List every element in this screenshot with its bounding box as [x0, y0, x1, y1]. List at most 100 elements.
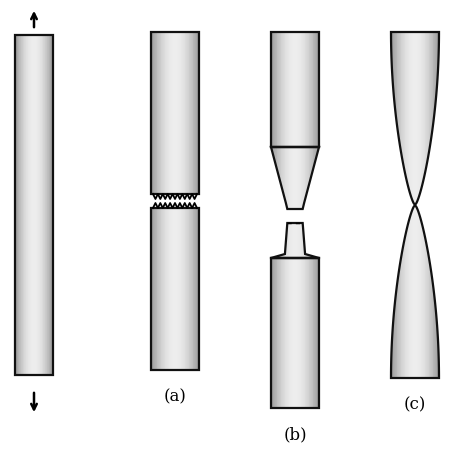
Polygon shape — [429, 205, 430, 378]
Polygon shape — [299, 147, 300, 209]
Bar — [297, 258, 298, 408]
Polygon shape — [392, 205, 393, 378]
Bar — [294, 258, 295, 408]
Bar — [302, 258, 303, 408]
Bar — [174, 208, 175, 370]
Bar — [304, 32, 305, 147]
Bar — [271, 258, 319, 408]
Polygon shape — [410, 205, 411, 378]
Bar — [185, 32, 186, 194]
Polygon shape — [434, 32, 435, 205]
Bar — [285, 258, 286, 408]
Bar — [151, 208, 152, 370]
Bar — [175, 32, 176, 194]
Bar — [187, 32, 188, 194]
Polygon shape — [438, 205, 439, 378]
Bar — [172, 32, 173, 194]
Polygon shape — [296, 147, 297, 209]
Polygon shape — [309, 223, 310, 258]
Polygon shape — [299, 223, 300, 258]
Bar — [168, 32, 169, 194]
Polygon shape — [304, 147, 305, 209]
Bar — [313, 258, 314, 408]
Bar — [156, 208, 157, 370]
Bar — [310, 258, 311, 408]
Polygon shape — [294, 147, 295, 209]
Bar — [273, 32, 274, 147]
Polygon shape — [314, 147, 315, 209]
Polygon shape — [300, 147, 301, 209]
Bar — [303, 32, 304, 147]
Bar — [47, 35, 48, 375]
Bar — [159, 32, 160, 194]
Bar — [282, 32, 283, 147]
Polygon shape — [278, 147, 279, 209]
Polygon shape — [397, 205, 398, 378]
Polygon shape — [437, 32, 438, 205]
Polygon shape — [276, 223, 277, 258]
Bar — [295, 32, 296, 147]
Bar — [24, 35, 25, 375]
Polygon shape — [413, 205, 414, 378]
Polygon shape — [315, 147, 316, 209]
Polygon shape — [272, 223, 273, 258]
Polygon shape — [317, 223, 318, 258]
Polygon shape — [290, 147, 291, 209]
Bar — [274, 32, 275, 147]
Bar — [164, 208, 165, 370]
Bar — [155, 32, 156, 194]
Polygon shape — [420, 32, 421, 205]
Polygon shape — [306, 223, 307, 258]
Bar — [289, 32, 290, 147]
Polygon shape — [295, 223, 296, 258]
Bar — [39, 35, 40, 375]
Polygon shape — [435, 205, 436, 378]
Polygon shape — [436, 32, 437, 205]
Polygon shape — [293, 223, 294, 258]
Polygon shape — [419, 205, 420, 378]
Bar — [276, 258, 277, 408]
Bar — [153, 208, 154, 370]
Bar — [179, 32, 180, 194]
Polygon shape — [274, 147, 275, 209]
Polygon shape — [401, 205, 402, 378]
Polygon shape — [297, 147, 298, 209]
Bar — [308, 258, 309, 408]
Bar — [190, 208, 191, 370]
Bar — [17, 35, 18, 375]
Bar — [193, 32, 194, 194]
Bar — [36, 35, 37, 375]
Bar — [26, 35, 27, 375]
Bar — [176, 32, 177, 194]
Polygon shape — [289, 223, 290, 258]
Bar — [196, 32, 197, 194]
Polygon shape — [431, 205, 432, 378]
Bar — [290, 32, 291, 147]
Polygon shape — [400, 205, 401, 378]
Polygon shape — [305, 147, 306, 209]
Polygon shape — [407, 32, 408, 205]
Bar — [286, 258, 287, 408]
Bar — [295, 258, 296, 408]
Polygon shape — [295, 147, 296, 209]
Bar — [165, 208, 166, 370]
Bar — [292, 258, 293, 408]
Polygon shape — [417, 205, 418, 378]
Bar — [20, 35, 21, 375]
Bar — [172, 208, 173, 370]
Polygon shape — [276, 147, 277, 209]
Bar — [195, 208, 196, 370]
Bar — [306, 32, 307, 147]
Bar — [169, 208, 170, 370]
Polygon shape — [399, 32, 400, 205]
Bar — [316, 258, 317, 408]
Polygon shape — [296, 223, 297, 258]
Bar — [37, 35, 38, 375]
Polygon shape — [279, 223, 280, 258]
Polygon shape — [310, 147, 311, 209]
Bar — [21, 35, 22, 375]
Bar — [311, 32, 312, 147]
Bar — [190, 32, 191, 194]
Bar — [285, 32, 286, 147]
Bar — [278, 32, 279, 147]
